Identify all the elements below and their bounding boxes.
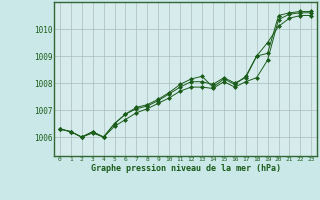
X-axis label: Graphe pression niveau de la mer (hPa): Graphe pression niveau de la mer (hPa) xyxy=(91,164,281,173)
